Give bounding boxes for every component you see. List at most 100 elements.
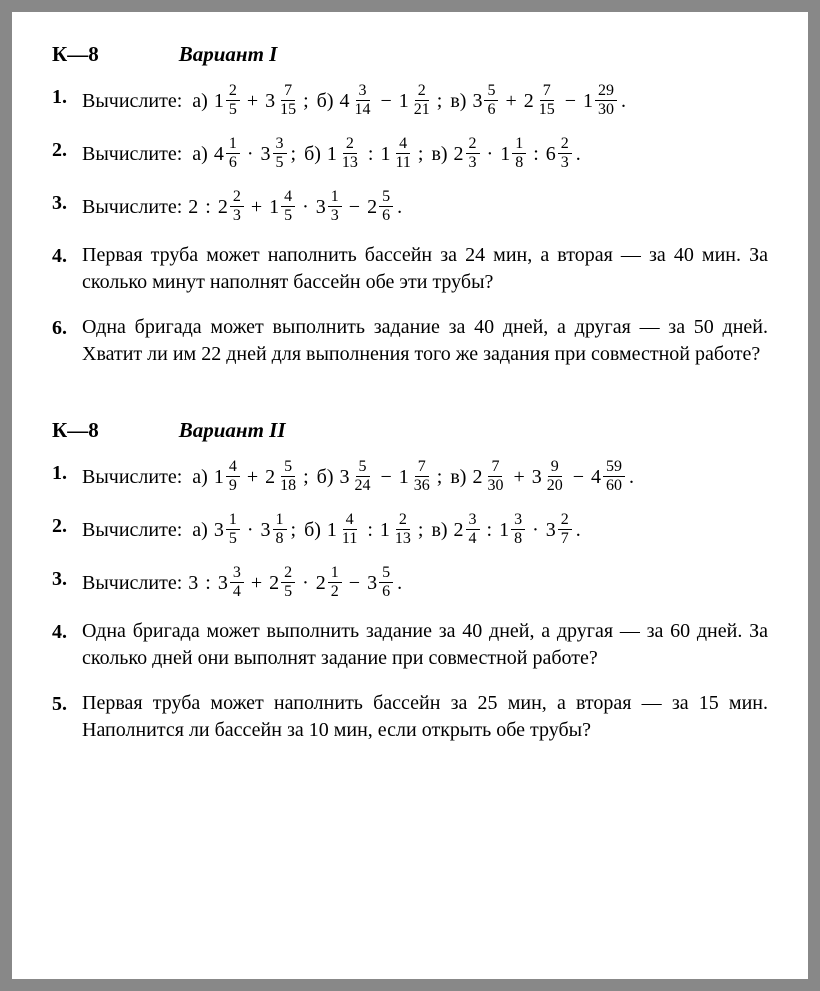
punctuation: ; [291, 140, 297, 168]
problem-body: Вычислите:а)416·335; б)1213:1411; в)223·… [82, 136, 768, 171]
mixed-fraction: 3715 [265, 83, 299, 118]
subpart-label: а) [192, 140, 208, 168]
mixed-fraction: 1736 [399, 459, 433, 494]
section-1-problems: 1.Вычислите:а)125+3715;б)4314−1221;в)356… [52, 83, 768, 368]
operator: − [349, 193, 360, 221]
operator: : [487, 516, 493, 544]
problem: 3.Вычислите:2:223+145·313−256. [52, 189, 768, 224]
problem: 4.Одна бригада может выполнить задание з… [52, 618, 768, 672]
section-1-header: К—8 Вариант I [52, 42, 768, 67]
mixed-fraction: 45960 [591, 459, 625, 494]
operator: + [513, 463, 524, 491]
problem-number: 2. [52, 136, 82, 171]
problem-number: 4. [52, 618, 82, 672]
problem: 1.Вычислите:а)125+3715;б)4314−1221;в)356… [52, 83, 768, 118]
problem-number: 3. [52, 565, 82, 600]
mixed-fraction: 225 [269, 565, 295, 600]
number: 3 [188, 569, 198, 597]
punctuation: . [621, 87, 626, 115]
operator: + [505, 87, 516, 115]
mixed-fraction: 1221 [399, 83, 433, 118]
punctuation: ; [418, 140, 424, 168]
operator: · [302, 193, 309, 221]
mixed-fraction: 335 [261, 136, 287, 171]
mixed-fraction: 2730 [472, 459, 506, 494]
problem: 1.Вычислите:а)149+2518;б)3524−1736;в)273… [52, 459, 768, 494]
problem-body: Первая труба может наполнить бассейн за … [82, 242, 768, 296]
variant-label-1: Вариант I [179, 42, 278, 67]
problem-body: Одна бригада может выполнить задание за … [82, 618, 768, 672]
punctuation: . [576, 140, 581, 168]
problem-prompt: Вычислите: [82, 87, 182, 115]
problem-body: Одна бригада может выполнить задание за … [82, 314, 768, 368]
operator: : [205, 193, 211, 221]
problem: 2.Вычислите:а)315·318; б)1411:1213; в)23… [52, 512, 768, 547]
subpart-label: б) [304, 516, 321, 544]
problem: 2.Вычислите:а)416·335; б)1213:1411; в)22… [52, 136, 768, 171]
subpart-label: б) [317, 463, 334, 491]
problem-prompt: Вычислите: [82, 569, 182, 597]
subpart-label: а) [192, 463, 208, 491]
operator: − [349, 569, 360, 597]
mixed-fraction: 1213 [327, 136, 361, 171]
operator: · [247, 140, 254, 168]
problem-number: 1. [52, 459, 82, 494]
punctuation: ; [291, 516, 297, 544]
mixed-fraction: 125 [214, 83, 240, 118]
problem-number: 4. [52, 242, 82, 296]
problem-number: 5. [52, 690, 82, 744]
subpart-label: в) [431, 140, 447, 168]
punctuation: . [397, 569, 402, 597]
mixed-fraction: 623 [546, 136, 572, 171]
problem-body: Вычислите:3:334+225·212−356. [82, 565, 768, 600]
mixed-fraction: 3524 [340, 459, 374, 494]
mixed-fraction: 256 [367, 189, 393, 224]
mixed-fraction: 315 [214, 512, 240, 547]
operator: − [381, 87, 392, 115]
mixed-fraction: 313 [316, 189, 342, 224]
problem-number: 2. [52, 512, 82, 547]
problem-body: Вычислите:2:223+145·313−256. [82, 189, 768, 224]
mixed-fraction: 138 [499, 512, 525, 547]
mixed-fraction: 223 [454, 136, 480, 171]
operator: · [247, 516, 254, 544]
subpart-label: б) [304, 140, 321, 168]
operator: + [251, 569, 262, 597]
mixed-fraction: 1213 [380, 512, 414, 547]
subpart-label: а) [192, 516, 208, 544]
problem-body: Вычислите:а)315·318; б)1411:1213; в)234:… [82, 512, 768, 547]
problem: 5.Первая труба может наполнить бассейн з… [52, 690, 768, 744]
problem-number: 6. [52, 314, 82, 368]
subpart-label: в) [431, 516, 447, 544]
problem-prompt: Вычислите: [82, 193, 182, 221]
mixed-fraction: 145 [269, 189, 295, 224]
problem: 6.Одна бригада может выполнить задание з… [52, 314, 768, 368]
mixed-fraction: 334 [218, 565, 244, 600]
problem-prompt: Вычислите: [82, 516, 182, 544]
mixed-fraction: 234 [454, 512, 480, 547]
problem: 3.Вычислите:3:334+225·212−356. [52, 565, 768, 600]
punctuation: ; [418, 516, 424, 544]
subpart-label: а) [192, 87, 208, 115]
operator: : [205, 569, 211, 597]
mixed-fraction: 2715 [524, 83, 558, 118]
operator: + [251, 193, 262, 221]
punctuation: ; [437, 463, 443, 491]
subpart-label: в) [450, 87, 466, 115]
punctuation: ; [303, 463, 309, 491]
operator: : [368, 140, 374, 168]
variant-label-2: Вариант II [179, 418, 286, 443]
mixed-fraction: 118 [500, 136, 526, 171]
mixed-fraction: 327 [546, 512, 572, 547]
punctuation: ; [437, 87, 443, 115]
problem-prompt: Вычислите: [82, 463, 182, 491]
operator: · [532, 516, 539, 544]
problem: 4.Первая труба может наполнить бассейн з… [52, 242, 768, 296]
problem-number: 3. [52, 189, 82, 224]
section-2-header: К—8 Вариант II [52, 418, 768, 443]
operator: · [302, 569, 309, 597]
worksheet-page: К—8 Вариант I 1.Вычислите:а)125+3715;б)4… [12, 12, 808, 979]
punctuation: . [576, 516, 581, 544]
operator: − [381, 463, 392, 491]
operator: + [247, 463, 258, 491]
